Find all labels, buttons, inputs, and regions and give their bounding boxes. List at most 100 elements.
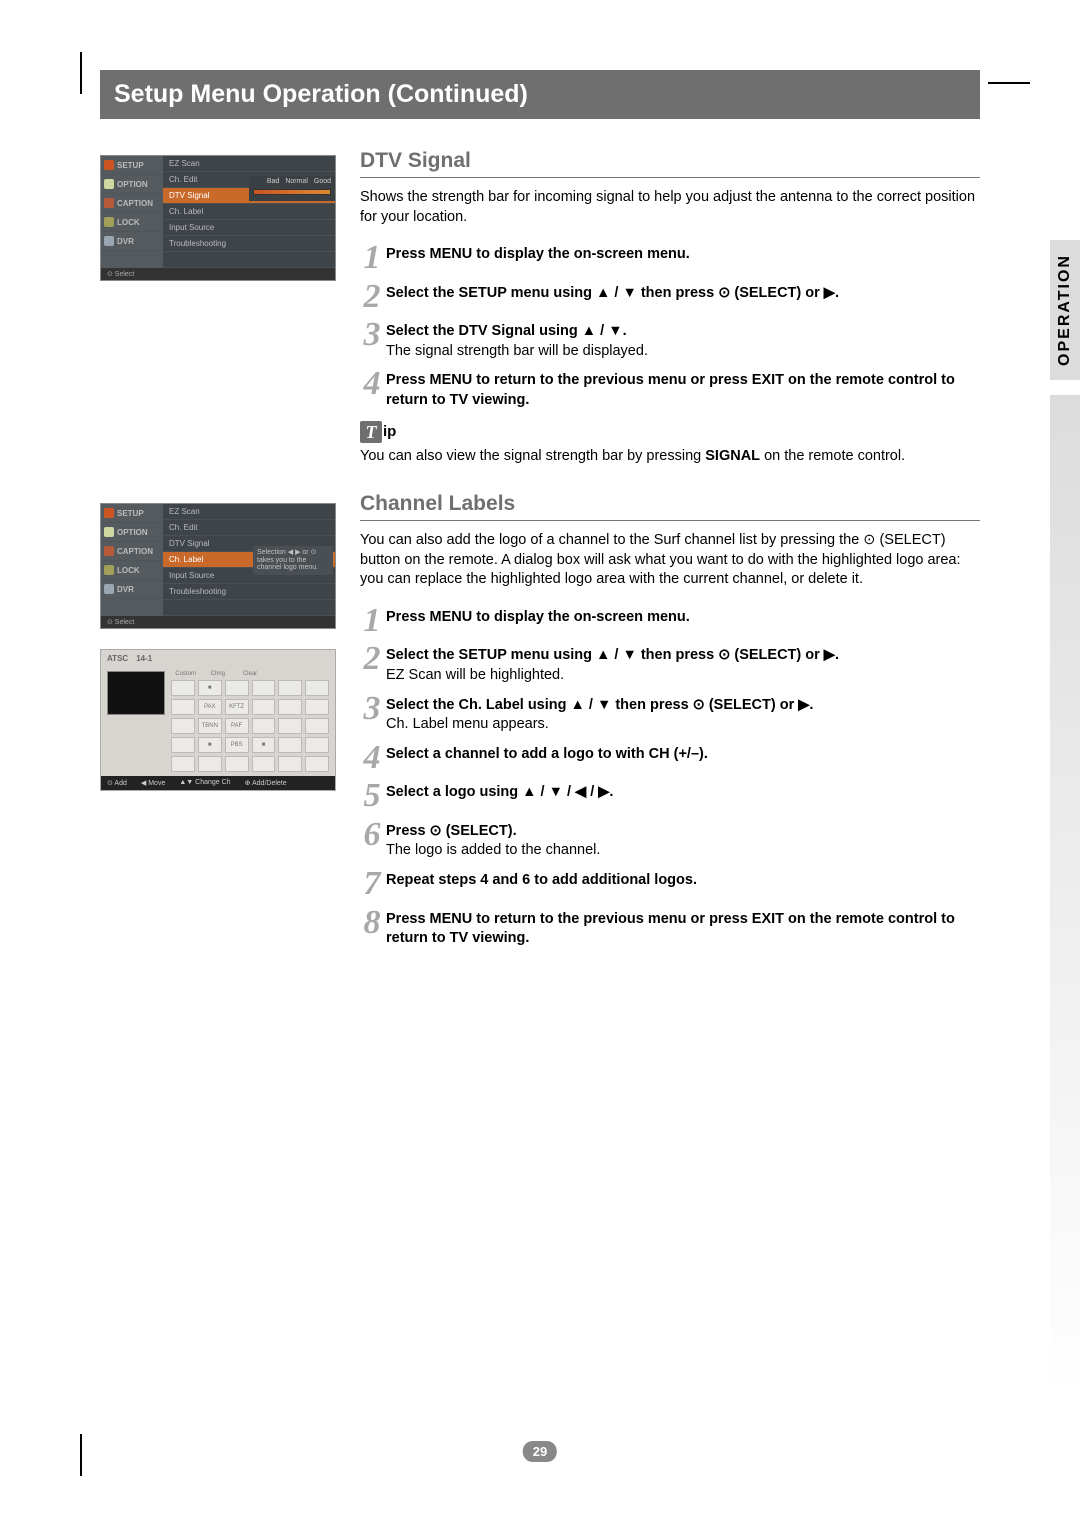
logo-grid-header: Custom xyxy=(171,671,200,677)
step-number: 4 xyxy=(360,369,384,400)
logo-cell: PAX xyxy=(198,699,222,715)
logo-cell: PAF xyxy=(225,718,249,734)
crop-mark xyxy=(80,1434,82,1476)
logo-cell xyxy=(252,756,276,772)
logo-footer-item: ◀ Move xyxy=(141,779,165,787)
logo-cell xyxy=(278,680,302,696)
logo-cell xyxy=(305,680,329,696)
signal-label: Bad xyxy=(267,178,279,185)
logo-cell: KFTZ xyxy=(225,699,249,715)
step-text: Press MENU to return to the previous men… xyxy=(386,908,980,949)
step-text: Repeat steps 4 and 6 to add additional l… xyxy=(386,869,697,891)
logo-cell xyxy=(278,718,302,734)
logo-preview xyxy=(107,671,165,715)
logo-cell xyxy=(252,680,276,696)
crop-mark xyxy=(80,52,82,94)
logo-cell xyxy=(278,699,302,715)
step-text: Press MENU to return to the previous men… xyxy=(386,369,980,410)
tv-menu-item: Troubleshooting xyxy=(163,236,335,252)
tv-sidebar-item: DVR xyxy=(101,580,163,599)
tv-menu-item: EZ Scan xyxy=(163,504,335,520)
page-content: Setup Menu Operation (Continued) SETUPOP… xyxy=(100,70,980,957)
step-text: Select a logo using ▲ / ▼ / ◀ / ▶. xyxy=(386,781,613,803)
step-number: 5 xyxy=(360,781,384,812)
instruction-step: 1 Press MENU to display the on-screen me… xyxy=(360,243,980,274)
tooltip-balloon: Selection ◀ ▶ or ⊙ takes you to the chan… xyxy=(253,546,333,575)
step-text: Select the DTV Signal using ▲ / ▼.The si… xyxy=(386,320,648,361)
step-number: 2 xyxy=(360,282,384,313)
page-title: Setup Menu Operation (Continued) xyxy=(100,70,980,119)
screenshot-dtv-signal: SETUPOPTIONCAPTIONLOCKDVR EZ ScanCh. Edi… xyxy=(100,155,336,281)
tv-menu-item: EZ Scan xyxy=(163,156,335,172)
logo-cell xyxy=(198,756,222,772)
side-tab: OPERATION xyxy=(1050,240,1080,380)
step-number: 6 xyxy=(360,820,384,851)
logo-hdr: 14-1 xyxy=(136,654,152,663)
tv-menu-item: Input Source xyxy=(163,220,335,236)
step-number: 8 xyxy=(360,908,384,939)
tv-sidebar-item: CAPTION xyxy=(101,542,163,561)
instruction-step: 6 Press ⊙ (SELECT).The logo is added to … xyxy=(360,820,980,861)
logo-cell: ■ xyxy=(198,680,222,696)
logo-cell xyxy=(305,756,329,772)
section-heading-ch: Channel Labels xyxy=(360,492,980,516)
step-text: Select the Ch. Label using ▲ / ▼ then pr… xyxy=(386,694,813,735)
screenshot-ch-label: SETUPOPTIONCAPTIONLOCKDVR EZ ScanCh. Edi… xyxy=(100,503,336,629)
logo-cell xyxy=(305,718,329,734)
logo-cell xyxy=(171,699,195,715)
logo-grid-header: Clear xyxy=(235,671,264,677)
logo-cell xyxy=(171,756,195,772)
instruction-step: 4 Select a channel to add a logo to with… xyxy=(360,743,980,774)
logo-cell: PBS xyxy=(225,737,249,753)
logo-grid-header: Chng xyxy=(203,671,232,677)
logo-cell xyxy=(171,680,195,696)
tip-text-bold: SIGNAL xyxy=(705,448,760,464)
section-heading-dtv: DTV Signal xyxy=(360,149,980,173)
step-number: 3 xyxy=(360,320,384,351)
tv-menu-item xyxy=(163,252,335,268)
logo-cell xyxy=(305,699,329,715)
tv-menu-item: Troubleshooting xyxy=(163,584,335,600)
logo-cell xyxy=(171,737,195,753)
logo-cell xyxy=(305,737,329,753)
instruction-step: 2 Select the SETUP menu using ▲ / ▼ then… xyxy=(360,644,980,685)
logo-cell: ■ xyxy=(198,737,222,753)
instruction-step: 7 Repeat steps 4 and 6 to add additional… xyxy=(360,869,980,900)
logo-cell xyxy=(225,756,249,772)
step-number: 3 xyxy=(360,694,384,725)
divider xyxy=(360,520,980,521)
tv-sidebar-item: CAPTION xyxy=(101,194,163,213)
left-column: SETUPOPTIONCAPTIONLOCKDVR EZ ScanCh. Edi… xyxy=(100,149,338,957)
tv-sidebar-item: OPTION xyxy=(101,523,163,542)
instruction-step: 3 Select the DTV Signal using ▲ / ▼.The … xyxy=(360,320,980,361)
dtv-intro: Shows the strength bar for incoming sign… xyxy=(360,188,980,227)
side-tab-fade xyxy=(1050,395,1080,1395)
tip-text: You can also view the signal strength ba… xyxy=(360,447,980,467)
logo-grid-header xyxy=(300,671,329,677)
crop-mark xyxy=(988,82,1030,84)
step-text: Select a channel to add a logo to with C… xyxy=(386,743,708,765)
instruction-step: 8 Press MENU to return to the previous m… xyxy=(360,908,980,949)
divider xyxy=(360,177,980,178)
tv-sidebar-item: LOCK xyxy=(101,213,163,232)
logo-grid-header xyxy=(268,671,297,677)
right-column: DTV Signal Shows the strength bar for in… xyxy=(360,149,980,957)
instruction-step: 5 Select a logo using ▲ / ▼ / ◀ / ▶. xyxy=(360,781,980,812)
logo-cell xyxy=(252,699,276,715)
step-text: Select the SETUP menu using ▲ / ▼ then p… xyxy=(386,282,839,304)
logo-footer-item: ▲▼ Change Ch xyxy=(179,779,230,787)
step-number: 7 xyxy=(360,869,384,900)
logo-footer-item: ⊙ Add xyxy=(107,779,127,787)
ch-intro: You can also add the logo of a channel t… xyxy=(360,531,980,590)
tv-menu-item xyxy=(163,600,335,616)
step-text: Select the SETUP menu using ▲ / ▼ then p… xyxy=(386,644,839,685)
tip-icon: T xyxy=(360,421,382,443)
tv-menu-item: Ch. Label xyxy=(163,204,335,220)
instruction-step: 2 Select the SETUP menu using ▲ / ▼ then… xyxy=(360,282,980,313)
instruction-step: 4 Press MENU to return to the previous m… xyxy=(360,369,980,410)
screenshot-footer: ⊙ Select xyxy=(101,268,335,280)
signal-bar xyxy=(253,189,331,195)
step-number: 4 xyxy=(360,743,384,774)
tv-sidebar-item: SETUP xyxy=(101,504,163,523)
tip-text-post: on the remote control. xyxy=(760,448,905,464)
